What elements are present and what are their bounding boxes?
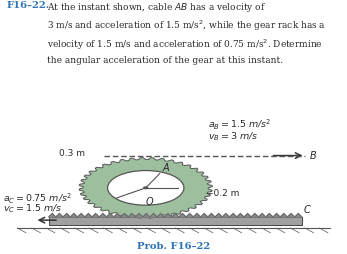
Polygon shape [201, 214, 208, 217]
Text: O: O [145, 197, 153, 207]
Text: B: B [310, 151, 316, 161]
Circle shape [143, 187, 148, 189]
Polygon shape [164, 214, 172, 217]
Polygon shape [244, 214, 251, 217]
Polygon shape [273, 214, 280, 217]
Polygon shape [193, 214, 201, 217]
Text: −0.2 m: −0.2 m [206, 189, 240, 198]
Polygon shape [295, 214, 302, 217]
Circle shape [108, 170, 184, 205]
Text: $a_C = 0.75$ m/s$^2$: $a_C = 0.75$ m/s$^2$ [3, 192, 72, 206]
Polygon shape [251, 214, 259, 217]
Text: $v_B = 3$ m/s: $v_B = 3$ m/s [208, 130, 259, 143]
Polygon shape [114, 214, 121, 217]
Polygon shape [56, 214, 63, 217]
Polygon shape [237, 214, 244, 217]
Text: C: C [304, 205, 310, 215]
Polygon shape [229, 214, 237, 217]
Polygon shape [186, 214, 193, 217]
Polygon shape [79, 158, 212, 218]
Text: 0.3 m: 0.3 m [59, 149, 85, 158]
Polygon shape [179, 214, 186, 217]
Polygon shape [107, 214, 114, 217]
Polygon shape [157, 214, 164, 217]
Polygon shape [259, 214, 266, 217]
Polygon shape [92, 214, 99, 217]
Bar [49, 217, 302, 225]
Polygon shape [208, 214, 215, 217]
Polygon shape [49, 214, 56, 217]
Polygon shape [63, 214, 70, 217]
Polygon shape [280, 214, 287, 217]
Text: A: A [162, 163, 169, 173]
Polygon shape [215, 214, 222, 217]
Polygon shape [99, 214, 107, 217]
Polygon shape [70, 214, 77, 217]
Text: $a_B = 1.5$ m/s$^2$: $a_B = 1.5$ m/s$^2$ [208, 118, 272, 132]
Polygon shape [143, 214, 150, 217]
Polygon shape [172, 214, 179, 217]
Polygon shape [77, 214, 85, 217]
Text: Prob. F16–22: Prob. F16–22 [137, 243, 210, 251]
Polygon shape [121, 214, 128, 217]
Text: At the instant shown, cable $AB$ has a velocity of
3 m/s and acceleration of 1.5: At the instant shown, cable $AB$ has a v… [47, 1, 326, 65]
Polygon shape [135, 214, 143, 217]
Polygon shape [85, 214, 92, 217]
Polygon shape [128, 214, 135, 217]
Polygon shape [222, 214, 229, 217]
Polygon shape [287, 214, 295, 217]
Text: F16–22.: F16–22. [7, 1, 50, 10]
Polygon shape [150, 214, 157, 217]
Polygon shape [266, 214, 273, 217]
Text: $v_C = 1.5$ m/s: $v_C = 1.5$ m/s [3, 202, 63, 215]
